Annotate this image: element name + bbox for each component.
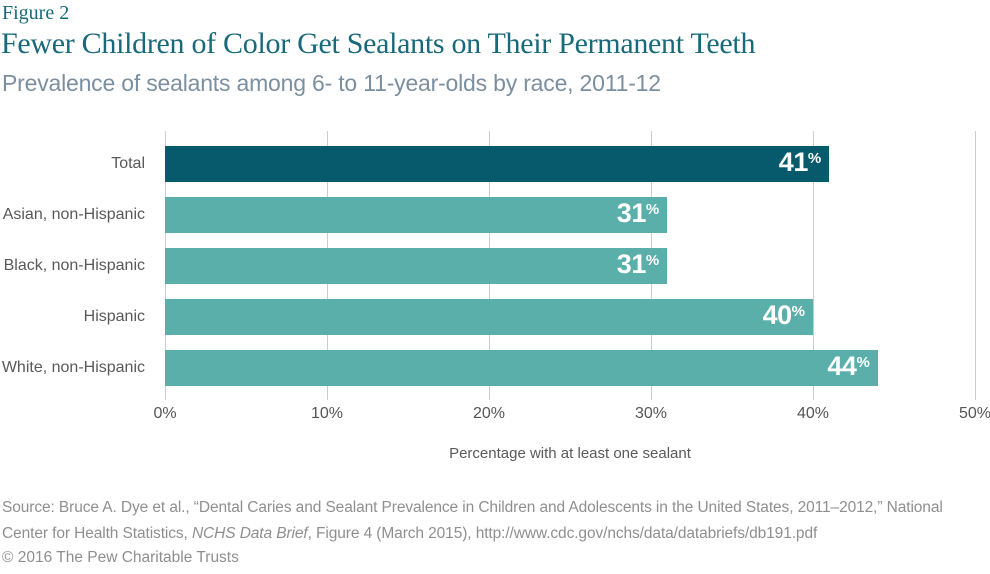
source-note: Source: Bruce A. Dye et al., “Dental Car… [2,495,977,547]
x-tick-label: 30% [634,405,668,422]
source-publication-name: NCHS Data Brief [191,525,308,542]
bar-value-label: 44% [827,350,870,381]
category-label: Total [111,155,145,172]
category-label: Black, non-Hispanic [3,257,145,274]
x-tick-label: 10% [310,405,344,422]
category-label: Hispanic [83,308,145,325]
chart-subtitle: Prevalence of sealants among 6- to 11-ye… [2,70,661,96]
x-axis-title: Percentage with at least one sealant [449,445,691,462]
chart-title: Fewer Children of Color Get Sealants on … [1,27,756,60]
bar: 41% [165,146,830,182]
grid-line [975,131,976,400]
bar-value-label: 41% [778,146,822,177]
category-label: Asian, non-Hispanic [2,206,145,223]
bar: 40% [165,299,813,335]
bar-value-label: 31% [616,248,660,279]
bar: 31% [165,197,668,233]
x-tick-label: 0% [153,405,177,422]
plot-area: 41% 31% 31% 40% 44% [165,131,976,400]
figure-number-label: Figure 2 [2,2,70,24]
x-tick-label: 40% [796,405,830,422]
bar: 44% [165,350,878,386]
bar-value-label: 31% [616,197,660,228]
bar-chart: 41% 31% 31% 40% 44% Total Asian, non-Hispanic… [0,131,990,471]
source-line-2-suffix: , Figure 4 (March 2015), http://www.cdc.… [307,525,818,542]
bar: 31% [165,248,668,284]
x-tick-label: 50% [958,405,990,422]
source-line-2-prefix: Center for Health Statistics, [2,525,192,542]
bar-value-label: 40% [762,299,805,330]
copyright-note: © 2016 The Pew Charitable Trusts [2,549,239,566]
x-tick-label: 20% [472,405,506,422]
source-line-1: Source: Bruce A. Dye et al., “Dental Car… [2,499,943,516]
category-label: White, non-Hispanic [1,359,145,376]
grid-line [813,131,814,400]
